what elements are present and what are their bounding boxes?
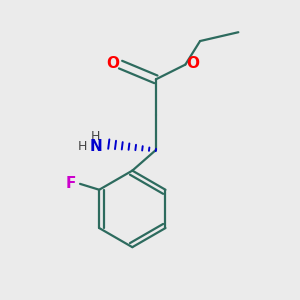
Text: N: N <box>89 139 102 154</box>
Text: H: H <box>78 140 87 153</box>
Text: F: F <box>66 176 76 191</box>
Text: H: H <box>91 130 100 143</box>
Text: O: O <box>107 56 120 70</box>
Text: O: O <box>186 56 199 70</box>
